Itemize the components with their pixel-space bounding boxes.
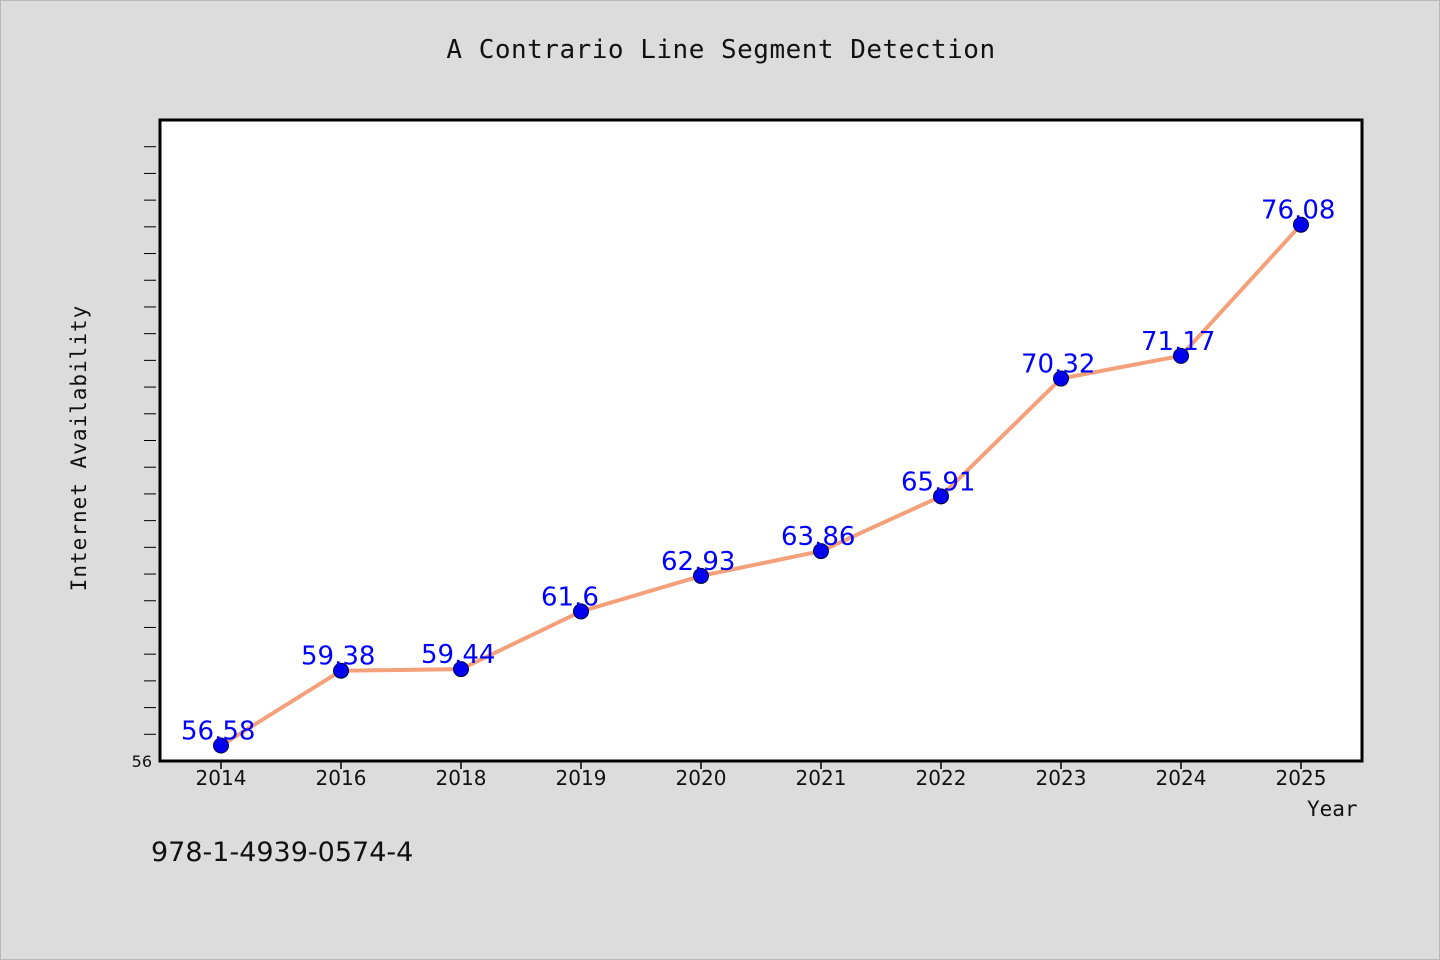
data-label: 61.6 [541,582,599,612]
x-tick-label: 2020 [676,766,727,790]
data-point [813,543,829,560]
data-point [213,737,229,754]
x-tick-label: 2016 [316,766,367,790]
y-axis-ticks: 56 [132,146,156,771]
data-point [333,662,349,679]
data-label: 62.93 [661,547,735,577]
y-tick-label: 56 [132,752,152,771]
data-point [1293,216,1309,233]
data-point [1053,370,1069,387]
x-tick-label: 2018 [436,766,487,790]
x-tick-label: 2022 [916,766,967,790]
x-tick-label: 2021 [796,766,847,790]
x-axis-ticks: 2014 2016 2018 2019 2020 2021 2022 2023 2024 2025 [196,761,1327,790]
x-tick-label: 2025 [1276,766,1327,790]
series-line [219,222,1303,748]
data-label-layer: 56.58 59.38 59.44 61.6 62.93 63.86 65.91 70.32 7… [181,196,1335,747]
data-label: 56.58 [181,717,255,747]
x-tick-label: 2019 [556,766,607,790]
data-label: 63.86 [781,522,855,552]
chart-title: A Contrario Line Segment Detection [446,35,996,65]
data-label: 70.32 [1021,350,1095,380]
data-label: 71.17 [1141,327,1215,357]
data-label: 59.44 [421,640,495,670]
data-label: 59.38 [301,642,375,672]
data-point [693,567,709,584]
data-label: 65.91 [901,467,975,497]
data-label: 76.08 [1261,196,1335,226]
data-point [453,661,469,678]
series-layer [213,216,1309,754]
plot-area [158,118,1364,763]
isbn-code: 978-1-4939-0574-4 [151,837,414,868]
data-point [1173,347,1189,364]
x-tick-label: 2014 [196,766,247,790]
x-tick-label: 2024 [1156,766,1207,790]
x-axis-label: Year [1307,797,1358,821]
data-point [573,603,589,620]
x-tick-label: 2023 [1036,766,1087,790]
data-point [933,488,949,505]
